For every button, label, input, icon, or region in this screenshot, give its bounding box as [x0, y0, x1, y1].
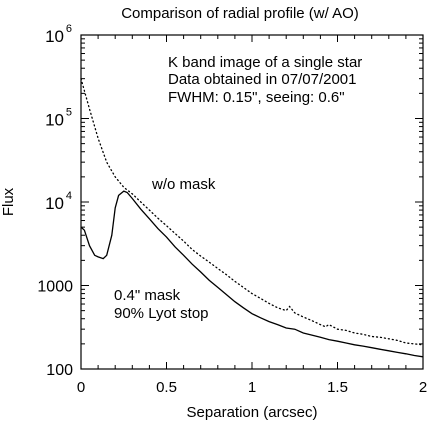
mask-label-line-1: 0.4" mask [114, 287, 181, 304]
x-tick-label: 0.5 [156, 379, 177, 396]
y-tick-label-base: 10 [45, 194, 64, 213]
x-tick-label: 1.5 [327, 379, 348, 396]
info-line-3: FWHM: 0.15", seeing: 0.6" [168, 89, 345, 106]
series-layer [80, 78, 424, 358]
y-tick-label-base: 10 [45, 111, 64, 130]
y-tick-label-exponent: 5 [66, 107, 72, 119]
mask-label-line-2: 90% Lyot stop [114, 305, 209, 322]
x-tick-label: 0 [77, 379, 85, 396]
with-mask-curve [80, 190, 424, 358]
y-tick-label: 100 [46, 362, 73, 379]
info-line-2: Data obtained in 07/07/2001 [168, 71, 357, 88]
y-axis-label: Flux [0, 187, 17, 216]
y-tick-label-exponent: 6 [66, 23, 72, 35]
chart-title: Comparison of radial profile (w/ AO) [121, 5, 359, 22]
x-axis-ticks: 0 0.5 1 1.5 2 [77, 35, 427, 396]
y-tick-label: 1000 [37, 279, 73, 296]
x-axis-label: Separation (arcsec) [187, 404, 318, 421]
without-mask-label: w/o mask [151, 176, 216, 193]
without-mask-curve [80, 78, 424, 346]
info-line-1: K band image of a single star [168, 54, 362, 71]
y-tick-label-exponent: 4 [66, 190, 72, 202]
x-tick-label: 2 [419, 379, 427, 396]
x-tick-label: 1 [248, 379, 256, 396]
y-tick-label-base: 10 [45, 27, 64, 46]
